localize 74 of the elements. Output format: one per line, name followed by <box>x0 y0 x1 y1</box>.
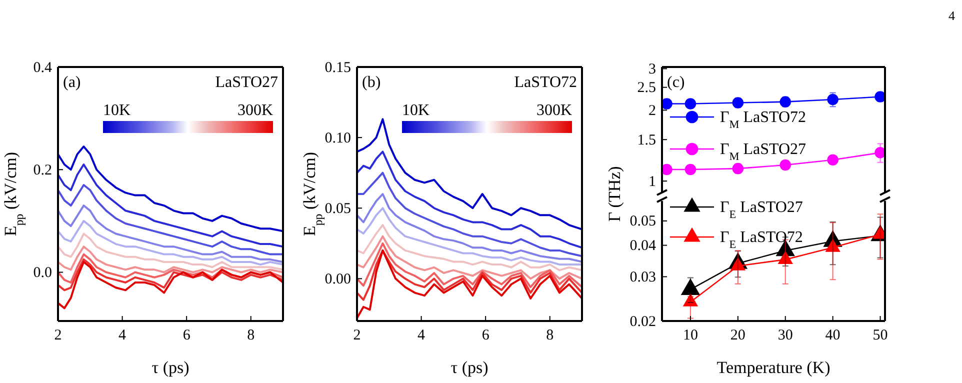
y-tick-label: 0.05 <box>630 214 656 230</box>
annotation: LaSTO72 <box>514 74 577 91</box>
y-tick-label: 0.0 <box>33 265 52 282</box>
x-axis-title: τ (ps) <box>450 358 488 377</box>
line-series <box>58 246 283 274</box>
y-tick-label: 0.4 <box>33 60 52 76</box>
x-tick-label: 2 <box>54 328 62 344</box>
y-tick-label: 2.5 <box>637 80 656 96</box>
x-axis-title: Temperature (K) <box>716 358 830 377</box>
x-tick-label: 50 <box>872 328 888 344</box>
x-tick-label: 4 <box>418 328 426 344</box>
legend-label: Γ$_{M}$ LaSTO72 <box>720 109 806 131</box>
x-tick-label: 6 <box>482 328 490 344</box>
line-series <box>58 146 283 232</box>
x-tick-label: 10 <box>682 328 698 344</box>
x-tick-label: 8 <box>546 328 554 344</box>
line-series <box>58 220 283 266</box>
point <box>684 98 696 110</box>
x-axis-title: τ (ps) <box>152 358 190 377</box>
line-series <box>58 204 283 263</box>
line-series <box>58 232 283 271</box>
annotation: (b) <box>362 74 381 91</box>
point <box>874 147 885 158</box>
annotation: (c) <box>667 74 685 91</box>
annotation: (a) <box>63 74 81 91</box>
line-series <box>357 193 582 263</box>
point <box>684 164 696 176</box>
annotation: 10K <box>402 102 430 119</box>
annotation: 10K <box>103 102 131 119</box>
point <box>780 96 792 108</box>
annotation: LaSTO27 <box>215 74 278 91</box>
y-tick-label: 0.02 <box>630 314 656 330</box>
y-tick-label: 1 <box>648 174 656 190</box>
line-series <box>357 235 582 280</box>
text: 4 <box>948 8 956 23</box>
y-tick-label: 0.00 <box>324 271 351 288</box>
annotation: 300K <box>237 102 274 119</box>
point <box>662 164 672 176</box>
x-tick-label: 4 <box>118 328 127 344</box>
y-tick-label: 0.03 <box>630 270 656 286</box>
y-tick-label: 0.04 <box>630 238 656 254</box>
x-tick-label: 40 <box>825 328 840 344</box>
legend-label: Γ$_{M}$ LaSTO27 <box>720 141 806 163</box>
line-series <box>58 260 283 310</box>
line-series <box>58 258 283 292</box>
y-tick-label: 2 <box>648 102 656 119</box>
point <box>732 97 744 108</box>
legend-label: Γ$_{E}$ LaSTO72 <box>720 229 803 251</box>
annotation: 300K <box>536 102 572 119</box>
line-series <box>357 118 582 230</box>
line-series <box>357 224 582 272</box>
line-series <box>58 184 283 256</box>
line-series <box>357 172 582 258</box>
x-tick-label: 30 <box>778 328 793 344</box>
y-tick-label: 1.5 <box>637 132 656 148</box>
legend-label: Γ$_{E}$ LaSTO27 <box>720 199 803 221</box>
y-tick-label: 3 <box>648 61 656 78</box>
x-tick-label: 8 <box>247 328 255 344</box>
x-tick-label: 2 <box>353 328 361 344</box>
line-series <box>58 163 283 248</box>
x-tick-label: 20 <box>730 328 746 344</box>
x-tick-label: 6 <box>182 328 191 344</box>
y-tick-label: 0.10 <box>324 130 351 146</box>
y-tick-label: 0.2 <box>33 162 52 178</box>
line-series <box>357 207 582 266</box>
line-series <box>357 150 582 249</box>
y-axis-title: Γ (THz) <box>605 166 624 222</box>
y-tick-label: 0.05 <box>324 200 351 217</box>
line-series <box>357 249 582 320</box>
line-series <box>357 242 582 288</box>
point <box>732 162 744 174</box>
point <box>780 159 792 171</box>
y-tick-label: 0.15 <box>324 60 351 76</box>
line-series <box>357 249 582 301</box>
